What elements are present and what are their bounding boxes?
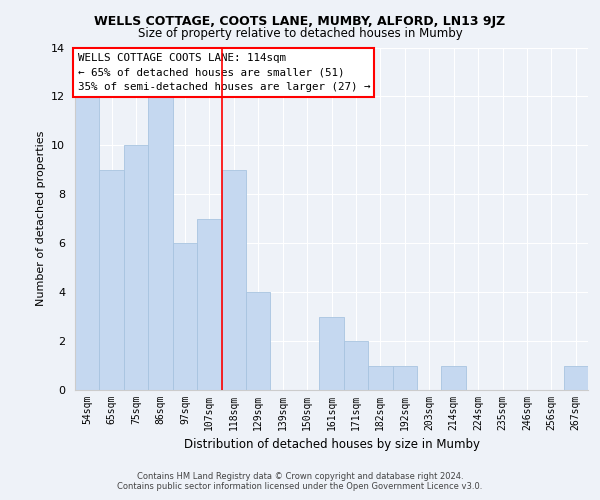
Text: WELLS COTTAGE, COOTS LANE, MUMBY, ALFORD, LN13 9JZ: WELLS COTTAGE, COOTS LANE, MUMBY, ALFORD… xyxy=(94,15,506,28)
Bar xyxy=(442,366,466,390)
Text: Contains HM Land Registry data © Crown copyright and database right 2024.: Contains HM Land Registry data © Crown c… xyxy=(137,472,463,481)
Text: Size of property relative to detached houses in Mumby: Size of property relative to detached ho… xyxy=(137,28,463,40)
X-axis label: Distribution of detached houses by size in Mumby: Distribution of detached houses by size … xyxy=(184,438,479,452)
Bar xyxy=(344,341,368,390)
Bar xyxy=(368,366,392,390)
Text: Contains public sector information licensed under the Open Government Licence v3: Contains public sector information licen… xyxy=(118,482,482,491)
Bar xyxy=(173,243,197,390)
Bar xyxy=(319,316,344,390)
Bar xyxy=(221,170,246,390)
Y-axis label: Number of detached properties: Number of detached properties xyxy=(35,131,46,306)
Bar xyxy=(197,219,221,390)
Bar xyxy=(246,292,271,390)
Bar xyxy=(124,146,148,390)
Bar xyxy=(100,170,124,390)
Bar xyxy=(75,96,100,390)
Bar xyxy=(563,366,588,390)
Bar xyxy=(392,366,417,390)
Bar xyxy=(148,96,173,390)
Text: WELLS COTTAGE COOTS LANE: 114sqm
← 65% of detached houses are smaller (51)
35% o: WELLS COTTAGE COOTS LANE: 114sqm ← 65% o… xyxy=(77,52,370,92)
